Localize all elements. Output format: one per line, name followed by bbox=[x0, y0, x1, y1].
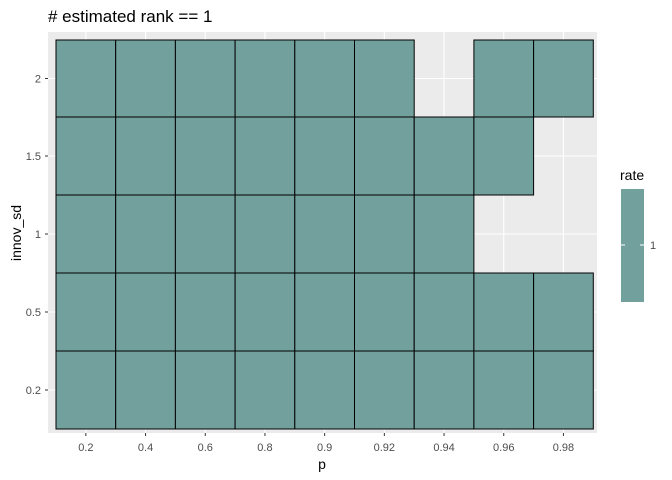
heatmap-tile bbox=[413, 350, 475, 430]
heatmap-tile bbox=[115, 116, 176, 196]
legend-label: 1 bbox=[650, 240, 656, 252]
heatmap-tile bbox=[473, 39, 535, 118]
heatmap-tile bbox=[234, 194, 296, 274]
chart-title: # estimated rank == 1 bbox=[48, 7, 212, 26]
heatmap-tile bbox=[115, 194, 176, 274]
heatmap-tile bbox=[294, 116, 355, 196]
legend-title: rate bbox=[620, 167, 644, 183]
heatmap-tile bbox=[174, 350, 236, 430]
x-tick-label: 0.9 bbox=[317, 442, 332, 454]
y-tick-label: 1 bbox=[35, 229, 41, 241]
heatmap-tile bbox=[174, 194, 236, 274]
y-tick-label: 0.2 bbox=[26, 385, 41, 397]
heatmap-tile bbox=[234, 116, 296, 196]
x-tick-label: 0.98 bbox=[553, 442, 574, 454]
heatmap-tile bbox=[55, 39, 117, 118]
y-tick-label: 0.5 bbox=[26, 307, 41, 319]
legend-colorbar bbox=[621, 189, 644, 302]
heatmap-tile bbox=[533, 350, 594, 430]
heatmap-tile bbox=[354, 194, 415, 274]
tiles bbox=[55, 39, 594, 430]
heatmap-tile bbox=[294, 272, 355, 352]
heatmap-tile bbox=[294, 194, 355, 274]
heatmap-tile bbox=[174, 116, 236, 196]
heatmap-tile bbox=[234, 272, 296, 352]
x-axis-title: p bbox=[318, 456, 326, 472]
heatmap-tile bbox=[55, 350, 117, 430]
heatmap-tile bbox=[55, 272, 117, 352]
heatmap-tile bbox=[473, 272, 535, 352]
y-tick-label: 1.5 bbox=[26, 151, 41, 163]
heatmap-tile bbox=[234, 350, 296, 430]
x-tick-label: 0.6 bbox=[198, 442, 213, 454]
heatmap-tile bbox=[354, 39, 415, 118]
x-axis: 0.2 0.4 0.6 0.8 0.9 0.92 0.94 0.96 0.98 bbox=[78, 433, 574, 454]
heatmap-tile bbox=[533, 272, 594, 352]
heatmap-tile bbox=[473, 116, 535, 196]
y-axis: 2 1.5 1 0.5 0.2 bbox=[26, 74, 48, 397]
heatmap-tile bbox=[115, 39, 176, 118]
y-axis-title: innov_sd bbox=[8, 205, 24, 261]
heatmap-tile bbox=[413, 116, 475, 196]
heatmap-tile bbox=[354, 116, 415, 196]
heatmap-tile bbox=[354, 350, 415, 430]
x-tick-label: 0.4 bbox=[138, 442, 153, 454]
heatmap-tile bbox=[234, 39, 296, 118]
x-tick-label: 0.92 bbox=[374, 442, 395, 454]
heatmap-tile bbox=[115, 350, 176, 430]
x-tick-label: 0.94 bbox=[433, 442, 454, 454]
x-tick-label: 0.2 bbox=[78, 442, 93, 454]
legend: rate 1 bbox=[620, 167, 656, 302]
heatmap-tile bbox=[55, 116, 117, 196]
heatmap-tile bbox=[294, 350, 355, 430]
heatmap-tile bbox=[473, 350, 535, 430]
heatmap-tile bbox=[413, 272, 475, 352]
y-tick-label: 2 bbox=[35, 74, 41, 86]
heatmap-tile bbox=[413, 194, 475, 274]
heatmap-tile bbox=[55, 194, 117, 274]
heatmap-tile bbox=[115, 272, 176, 352]
x-tick-label: 0.8 bbox=[257, 442, 272, 454]
heatmap-tile bbox=[174, 272, 236, 352]
heatmap-tile bbox=[174, 39, 236, 118]
x-tick-label: 0.96 bbox=[493, 442, 514, 454]
heatmap-tile bbox=[533, 39, 594, 118]
heatmap-tile bbox=[294, 39, 355, 118]
heatmap-tile bbox=[354, 272, 415, 352]
